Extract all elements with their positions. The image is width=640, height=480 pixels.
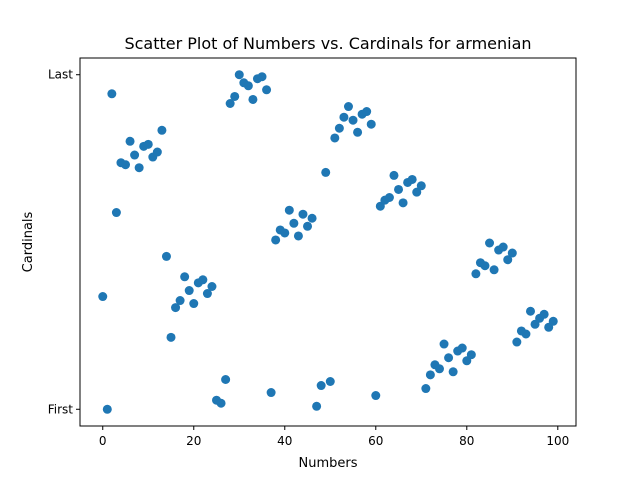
scatter-point xyxy=(143,139,153,149)
scatter-point xyxy=(330,133,340,143)
scatter-point xyxy=(316,381,326,391)
x-tick-label: 20 xyxy=(186,434,201,448)
x-axis-label: Numbers xyxy=(299,456,358,471)
scatter-point xyxy=(548,316,558,326)
scatter-point xyxy=(107,89,117,99)
scatter-point xyxy=(503,255,513,265)
scatter-point xyxy=(389,170,399,180)
scatter-point xyxy=(539,309,549,319)
scatter-point xyxy=(98,292,108,302)
scatter-point xyxy=(171,303,181,313)
scatter-point xyxy=(343,102,353,112)
scatter-point xyxy=(166,332,176,342)
scatter-point xyxy=(152,147,162,157)
scatter-point xyxy=(161,251,171,261)
scatter-point xyxy=(225,98,235,108)
plot-area-frame xyxy=(79,57,577,427)
scatter-point xyxy=(257,72,267,82)
scatter-point xyxy=(353,127,363,137)
scatter-point xyxy=(384,193,394,203)
scatter-point xyxy=(284,205,294,215)
scatter-point xyxy=(425,370,435,380)
scatter-point xyxy=(371,391,381,401)
data-points xyxy=(98,70,558,414)
scatter-point xyxy=(293,231,303,241)
scatter-point xyxy=(121,160,131,170)
scatter-point xyxy=(312,401,322,411)
scatter-point xyxy=(230,91,240,101)
scatter-point xyxy=(498,242,508,252)
scatter-point xyxy=(512,337,522,347)
scatter-point xyxy=(366,119,376,129)
scatter-point xyxy=(202,289,212,299)
scatter-point xyxy=(507,248,517,258)
scatter-point xyxy=(407,174,417,184)
scatter-point xyxy=(334,123,344,133)
scatter-point xyxy=(221,374,231,384)
scatter-point xyxy=(457,343,467,353)
scatter-point xyxy=(521,329,531,339)
scatter-point xyxy=(398,198,408,208)
scatter-point xyxy=(325,377,335,387)
scatter-point xyxy=(184,286,194,296)
scatter-point xyxy=(525,306,535,316)
scatter-point xyxy=(243,81,253,91)
scatter-point xyxy=(471,269,481,279)
x-axis: 0 20 40 60 80 100 xyxy=(99,426,569,448)
scatter-point xyxy=(125,136,135,146)
scatter-point xyxy=(394,184,404,194)
scatter-point xyxy=(444,353,454,363)
scatter-point xyxy=(271,235,281,245)
scatter-point xyxy=(134,163,144,173)
y-tick-label: First xyxy=(48,402,74,416)
scatter-point xyxy=(180,272,190,282)
x-tick-label: 40 xyxy=(277,434,292,448)
scatter-point xyxy=(157,125,167,135)
scatter-point xyxy=(362,107,372,117)
scatter-point xyxy=(339,112,349,122)
scatter-point xyxy=(289,218,299,228)
scatter-point xyxy=(189,299,199,309)
scatter-point xyxy=(111,208,121,218)
scatter-point xyxy=(485,238,495,248)
scatter-point xyxy=(489,265,499,275)
scatter-point xyxy=(102,404,112,414)
x-tick-label: 0 xyxy=(99,434,107,448)
scatter-point xyxy=(321,167,331,177)
scatter-point xyxy=(412,187,422,197)
scatter-point xyxy=(448,367,458,377)
scatter-point xyxy=(266,388,276,398)
scatter-point xyxy=(480,261,490,271)
x-tick-label: 100 xyxy=(546,434,569,448)
y-axis: First Last xyxy=(48,68,80,416)
scatter-point xyxy=(416,181,426,191)
scatter-point xyxy=(198,275,208,285)
scatter-point xyxy=(421,384,431,394)
scatter-point xyxy=(298,209,308,219)
scatter-point xyxy=(307,213,317,223)
x-tick-label: 80 xyxy=(459,434,474,448)
scatter-point xyxy=(439,339,449,349)
scatter-point xyxy=(348,115,358,125)
scatter-point xyxy=(207,281,217,291)
y-tick-label: Last xyxy=(48,68,73,82)
y-axis-label: Cardinals xyxy=(21,211,36,272)
x-tick-label: 60 xyxy=(368,434,383,448)
chart-title: Scatter Plot of Numbers vs. Cardinals fo… xyxy=(124,34,531,53)
scatter-point xyxy=(216,398,226,408)
scatter-point xyxy=(175,296,185,306)
scatter-point xyxy=(130,150,140,160)
scatter-point xyxy=(280,228,290,238)
scatter-point xyxy=(466,350,476,360)
scatter-point xyxy=(434,364,444,374)
scatter-point xyxy=(248,94,258,104)
scatter-point xyxy=(303,221,313,231)
scatter-point xyxy=(234,70,244,80)
scatter-point xyxy=(262,85,272,95)
